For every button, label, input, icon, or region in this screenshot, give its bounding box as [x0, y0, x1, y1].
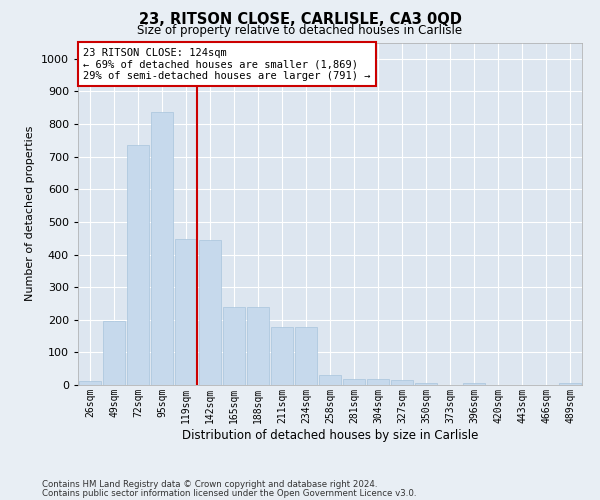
Text: Size of property relative to detached houses in Carlisle: Size of property relative to detached ho…	[137, 24, 463, 37]
Bar	[367, 379, 389, 385]
Text: Contains HM Land Registry data © Crown copyright and database right 2024.: Contains HM Land Registry data © Crown c…	[42, 480, 377, 489]
X-axis label: Distribution of detached houses by size in Carlisle: Distribution of detached houses by size …	[182, 428, 478, 442]
Bar	[415, 383, 437, 385]
Bar	[463, 384, 485, 385]
Bar	[319, 375, 341, 385]
Text: Contains public sector information licensed under the Open Government Licence v3: Contains public sector information licen…	[42, 488, 416, 498]
Bar	[79, 381, 101, 385]
Bar	[343, 379, 365, 385]
Bar	[127, 145, 149, 385]
Bar	[247, 306, 269, 385]
Y-axis label: Number of detached properties: Number of detached properties	[25, 126, 35, 302]
Bar	[175, 239, 197, 385]
Text: 23, RITSON CLOSE, CARLISLE, CA3 0QD: 23, RITSON CLOSE, CARLISLE, CA3 0QD	[139, 12, 461, 28]
Bar	[199, 240, 221, 385]
Bar	[271, 327, 293, 385]
Bar	[151, 112, 173, 385]
Text: 23 RITSON CLOSE: 124sqm
← 69% of detached houses are smaller (1,869)
29% of semi: 23 RITSON CLOSE: 124sqm ← 69% of detache…	[83, 48, 371, 81]
Bar	[223, 306, 245, 385]
Bar	[295, 327, 317, 385]
Bar	[103, 322, 125, 385]
Bar	[559, 382, 581, 385]
Bar	[391, 380, 413, 385]
